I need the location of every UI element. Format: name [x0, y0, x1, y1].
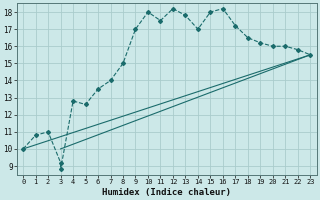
X-axis label: Humidex (Indice chaleur): Humidex (Indice chaleur) — [102, 188, 231, 197]
